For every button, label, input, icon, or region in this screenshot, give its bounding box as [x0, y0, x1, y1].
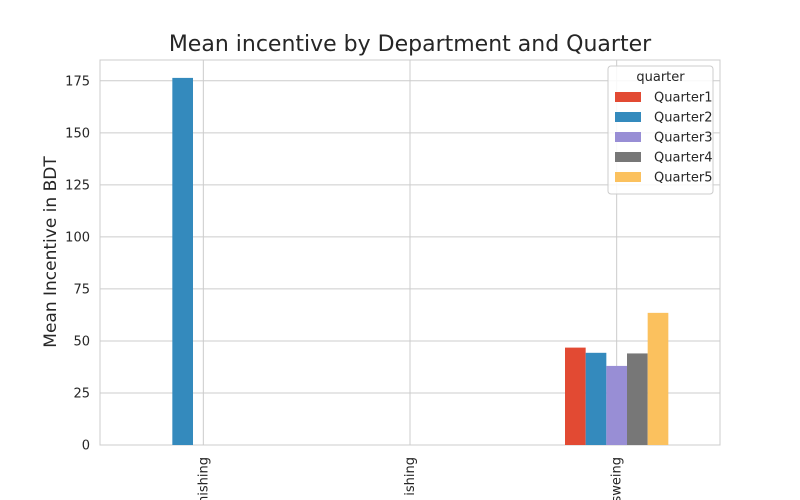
legend-swatch-quarter2 — [615, 112, 641, 122]
bar-quarter3-2 — [606, 365, 627, 445]
x-tick-label: ishing — [403, 457, 418, 496]
x-tick-label: nishing — [196, 457, 211, 500]
y-ticks: 0 25 50 75 100 125 150 175 — [65, 74, 90, 453]
legend-label-quarter3[interactable]: Quarter3 — [654, 131, 713, 146]
x-ticks: nishing ishing sweing — [196, 457, 624, 500]
y-tick-label: 0 — [82, 439, 90, 454]
legend-swatch-quarter5 — [615, 172, 641, 182]
bar-quarter2-0 — [172, 77, 193, 445]
bar-quarter2-2 — [585, 352, 607, 445]
y-axis-label: Mean Incentive in BDT — [41, 156, 61, 348]
legend-label-quarter4[interactable]: Quarter4 — [654, 151, 713, 166]
y-tick-label: 25 — [73, 386, 90, 401]
legend-label-quarter5[interactable]: Quarter5 — [654, 171, 713, 186]
legend-swatch-quarter3 — [615, 132, 641, 142]
y-tick-label: 150 — [65, 126, 90, 141]
bar-quarter4-2 — [627, 353, 648, 445]
y-tick-label: 50 — [73, 334, 90, 349]
legend-label-quarter2[interactable]: Quarter2 — [654, 111, 713, 126]
y-tick-label: 175 — [65, 74, 90, 89]
legend-swatch-quarter4 — [615, 152, 641, 162]
bars — [172, 77, 669, 445]
y-tick-label: 75 — [73, 282, 90, 297]
legend-title: quarter — [636, 70, 685, 85]
y-tick-label: 125 — [65, 178, 90, 193]
chart-title: Mean incentive by Department and Quarter — [169, 32, 652, 57]
y-tick-label: 100 — [65, 230, 90, 245]
bar-quarter1-2 — [565, 347, 586, 445]
legend-swatch-quarter1 — [615, 92, 641, 102]
bar-quarter5-2 — [647, 312, 669, 445]
legend[interactable]: quarter Quarter1 Quarter2 Quarter3 Quarter4 Q… — [607, 65, 714, 195]
x-tick-label: sweing — [610, 457, 625, 500]
plot-area — [99, 59, 721, 446]
legend-label-quarter1[interactable]: Quarter1 — [654, 91, 713, 106]
